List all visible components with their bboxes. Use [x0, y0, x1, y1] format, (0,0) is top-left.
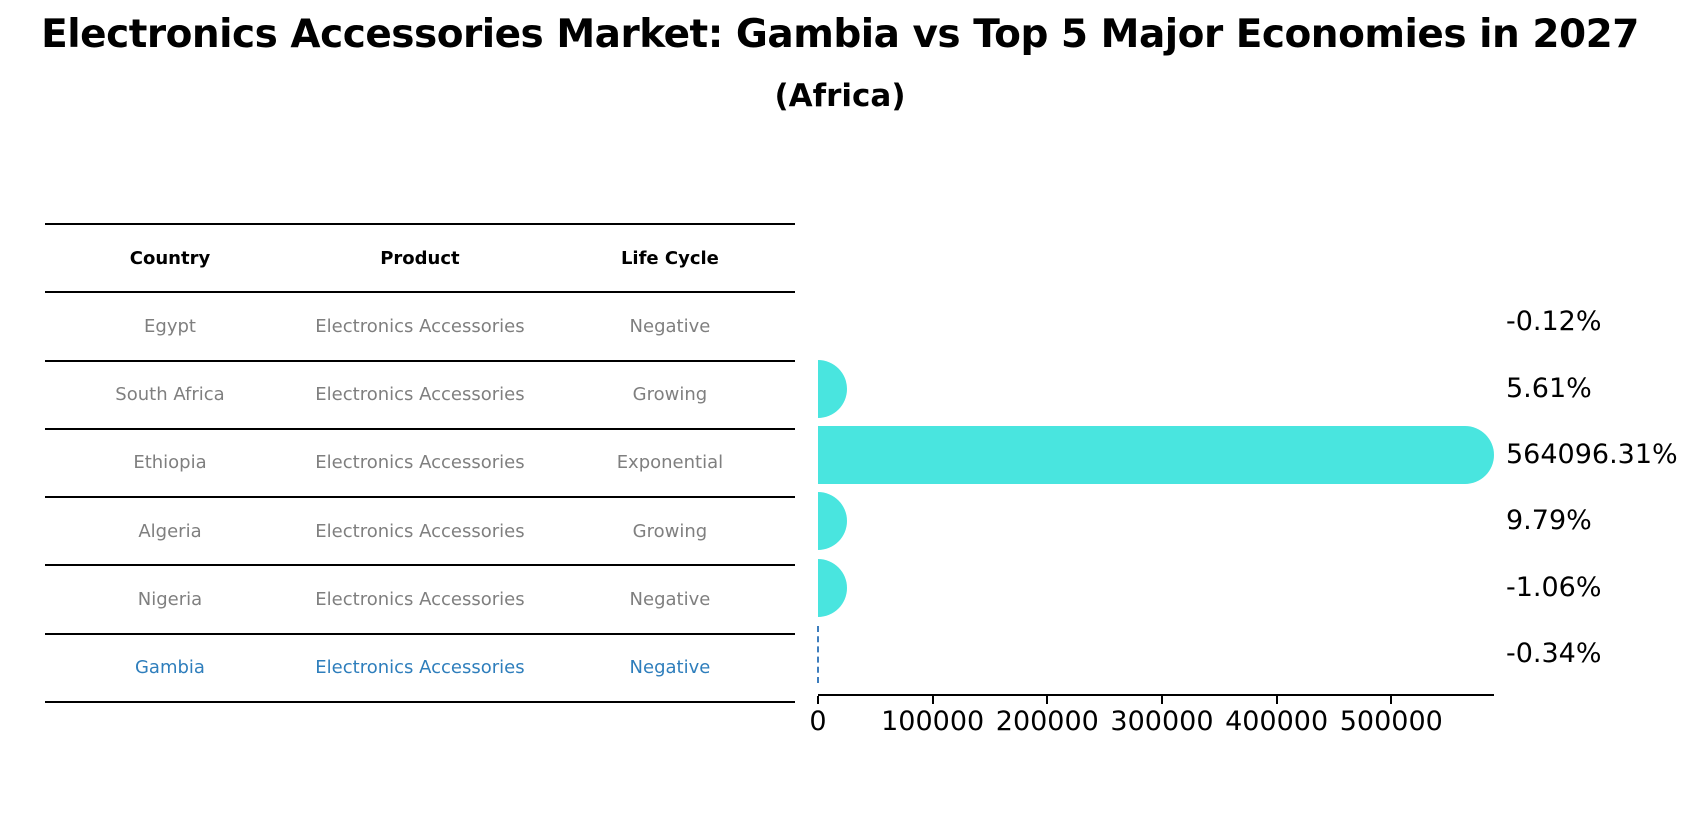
value-label: 5.61% — [1506, 372, 1592, 404]
x-tick-mark — [817, 696, 819, 704]
cell-life-cycle: Negative — [629, 589, 711, 611]
bar-algeria — [818, 492, 847, 551]
x-axis-spine — [818, 694, 1494, 696]
cell-country: Ethiopia — [133, 452, 207, 474]
cell-country: Gambia — [134, 657, 205, 679]
cell-life-cycle: Negative — [629, 315, 711, 337]
table-row: Gambia Electronics Accessories Negative — [45, 632, 795, 703]
x-tick-mark — [1046, 696, 1049, 704]
value-label: -1.06% — [1506, 571, 1602, 603]
value-label: 9.79% — [1506, 505, 1592, 537]
x-tick-mark — [931, 696, 934, 704]
table-header-product: Product — [380, 247, 460, 269]
x-tick-label: 300000 — [1110, 706, 1214, 737]
cell-product: Electronics Accessories — [315, 315, 525, 337]
country-table: Country Product Life Cycle Egypt Electronics… — [45, 223, 795, 703]
table-header-life-cycle: Life Cycle — [620, 247, 719, 269]
x-tick-mark — [1275, 696, 1278, 704]
value-label: 564096.31% — [1506, 439, 1678, 470]
x-tick-label: 0 — [809, 706, 827, 737]
bar-nigeria — [818, 558, 847, 617]
cell-country: Algeria — [138, 520, 202, 542]
x-tick-mark — [1390, 696, 1393, 704]
cell-product: Electronics Accessories — [315, 657, 525, 679]
cell-country: South Africa — [115, 384, 225, 406]
table-row: Algeria Electronics Accessories Growing — [45, 496, 795, 564]
x-tick-mark — [1160, 696, 1163, 704]
zero-dashed-line — [817, 625, 819, 683]
table-row: South Africa Electronics Accessories Growi… — [45, 359, 795, 428]
value-label: -0.12% — [1506, 306, 1602, 338]
cell-product: Electronics Accessories — [315, 384, 525, 406]
cell-life-cycle: Exponential — [616, 452, 724, 474]
x-tick-label: 200000 — [995, 706, 1099, 737]
table-header-row: Country Product Life Cycle — [45, 223, 795, 291]
table-row: Nigeria Electronics Accessories Negative — [45, 564, 795, 632]
table-header-country: Country — [129, 247, 211, 269]
cell-product: Electronics Accessories — [315, 520, 525, 542]
bar-south-africa — [818, 359, 847, 418]
cell-life-cycle: Growing — [632, 520, 708, 542]
table-row: Ethiopia Electronics Accessories Exponenti… — [45, 427, 795, 496]
x-tick-label: 400000 — [1225, 706, 1329, 737]
table-row: Egypt Electronics Accessories Negative — [45, 291, 795, 359]
bar-ethiopia — [818, 426, 1494, 484]
chart-subtitle: (Africa) — [774, 78, 906, 114]
cell-country: Egypt — [144, 315, 196, 337]
cell-life-cycle: Negative — [629, 657, 711, 679]
x-tick-label: 100000 — [881, 706, 985, 737]
cell-product: Electronics Accessories — [315, 452, 525, 474]
x-tick-label: 500000 — [1339, 706, 1443, 737]
cell-life-cycle: Growing — [632, 384, 708, 406]
value-label: -0.34% — [1506, 637, 1602, 669]
cell-country: Nigeria — [137, 589, 203, 611]
cell-product: Electronics Accessories — [315, 589, 525, 611]
chart-title: Electronics Accessories Market: Gambia v… — [41, 12, 1639, 57]
